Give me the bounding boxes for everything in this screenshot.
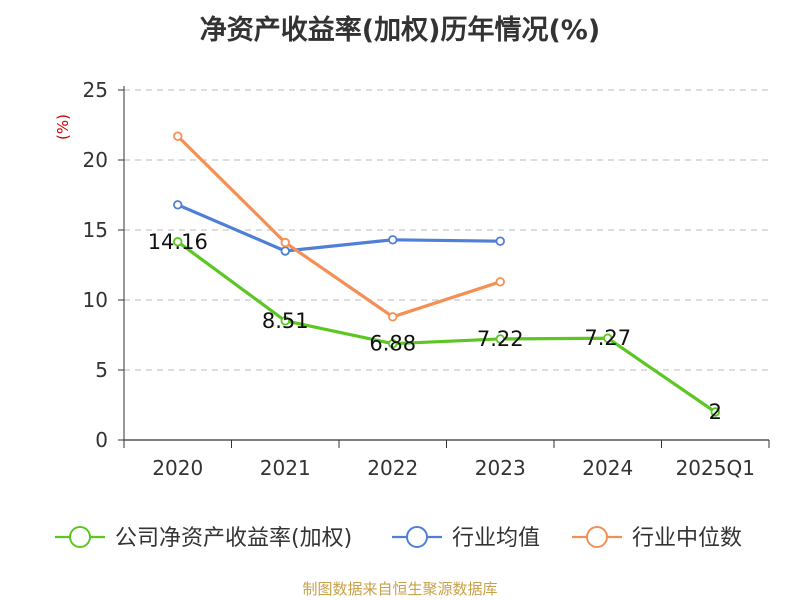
x-tick-label: 2024 xyxy=(582,456,633,480)
data-labels: 14.16 8.51 6.88 7.22 7.27 2 xyxy=(148,230,722,424)
data-point xyxy=(603,333,613,343)
legend-label: 公司净资产收益率(加权) xyxy=(115,526,352,551)
series-line xyxy=(176,240,717,414)
data-point xyxy=(495,277,505,287)
y-tick-label: 20 xyxy=(83,148,108,172)
legend[interactable]: 公司净资产收益率(加权) 行业均值 行业中位数 xyxy=(55,526,742,551)
x-tick-label: 2021 xyxy=(260,456,311,480)
data-point xyxy=(173,200,183,210)
data-label: 8.51 xyxy=(262,309,309,333)
y-tick-label: 0 xyxy=(95,428,108,452)
x-tick-label: 2023 xyxy=(475,456,526,480)
data-point xyxy=(388,312,398,322)
series-line xyxy=(176,135,501,319)
axes: 0 5 10 15 20 25 2020 2021 2022 2023 2024 2025Q1 xyxy=(83,78,770,480)
data-label: 2 xyxy=(709,400,722,424)
legend-marker-icon xyxy=(69,526,91,548)
series-lines xyxy=(173,131,720,417)
x-tick-label: 2025Q1 xyxy=(676,456,755,480)
data-point xyxy=(173,131,183,141)
legend-marker-icon xyxy=(586,526,608,548)
y-tick-label: 25 xyxy=(83,78,108,102)
legend-item[interactable]: 公司净资产收益率(加权) xyxy=(55,526,352,551)
data-label: 14.16 xyxy=(148,230,208,254)
x-tick-label: 2020 xyxy=(152,456,203,480)
chart-title: 净资产收益率(加权)历年情况(%) xyxy=(199,15,601,46)
data-point xyxy=(280,237,290,248)
data-point xyxy=(495,334,505,344)
data-point xyxy=(710,407,720,417)
data-point xyxy=(173,237,183,247)
legend-item[interactable]: 行业均值 xyxy=(392,526,540,551)
y-tick-label: 5 xyxy=(95,358,108,382)
legend-item[interactable]: 行业中位数 xyxy=(572,526,742,551)
legend-label: 行业均值 xyxy=(452,526,540,551)
y-axis-unit-label: (%) xyxy=(54,114,72,140)
data-label: 6.88 xyxy=(369,332,416,356)
data-label: 7.22 xyxy=(477,327,524,351)
legend-label: 行业中位数 xyxy=(632,526,742,551)
y-tick-label: 10 xyxy=(83,288,108,312)
y-tick-label: 15 xyxy=(83,218,108,242)
data-point xyxy=(495,236,505,246)
source-note: 制图数据来自恒生聚源数据库 xyxy=(302,580,498,598)
data-point xyxy=(280,316,290,326)
grid-lines xyxy=(124,89,769,371)
data-point xyxy=(280,246,290,256)
data-label: 7.27 xyxy=(584,326,631,350)
data-point xyxy=(388,235,398,245)
x-tick-label: 2022 xyxy=(367,456,418,480)
legend-marker-icon xyxy=(406,526,428,548)
series-line xyxy=(177,203,501,253)
data-point xyxy=(388,338,398,349)
